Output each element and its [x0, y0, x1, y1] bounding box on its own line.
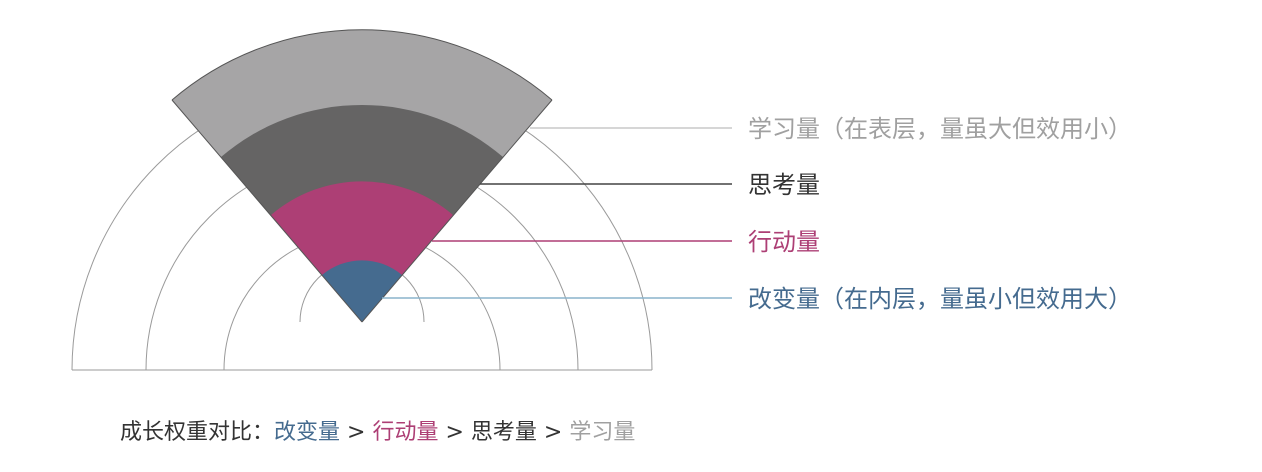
comparison-action: 行动量 [372, 420, 439, 445]
label-change: 改变量（在内层，量虽小但效用大） [748, 285, 1132, 313]
comparison-prefix: 成长权重对比： [120, 420, 275, 445]
label-action: 行动量 [748, 228, 820, 256]
label-thinking: 思考量 [748, 171, 820, 199]
wedge-edges [171, 29, 553, 323]
wedge-right-edge [361, 99, 553, 323]
comparison-sep-2: > [438, 420, 471, 445]
comparison-learning: 学习量 [569, 420, 636, 445]
wedge-left-edge [171, 99, 363, 323]
wedge-outer-arc [171, 29, 553, 101]
comparison-sep-1: > [340, 420, 373, 445]
sector-change [322, 260, 402, 322]
label-learning: 学习量（在表层，量虽大但效用小） [748, 115, 1132, 143]
weight-comparison: 成长权重对比：改变量 > 行动量 > 思考量 > 学习量 [120, 414, 635, 446]
comparison-change: 改变量 [274, 420, 341, 445]
sector-action [271, 181, 453, 322]
comparison-thinking: 思考量 [470, 420, 537, 445]
comparison-sep-3: > [536, 420, 570, 445]
